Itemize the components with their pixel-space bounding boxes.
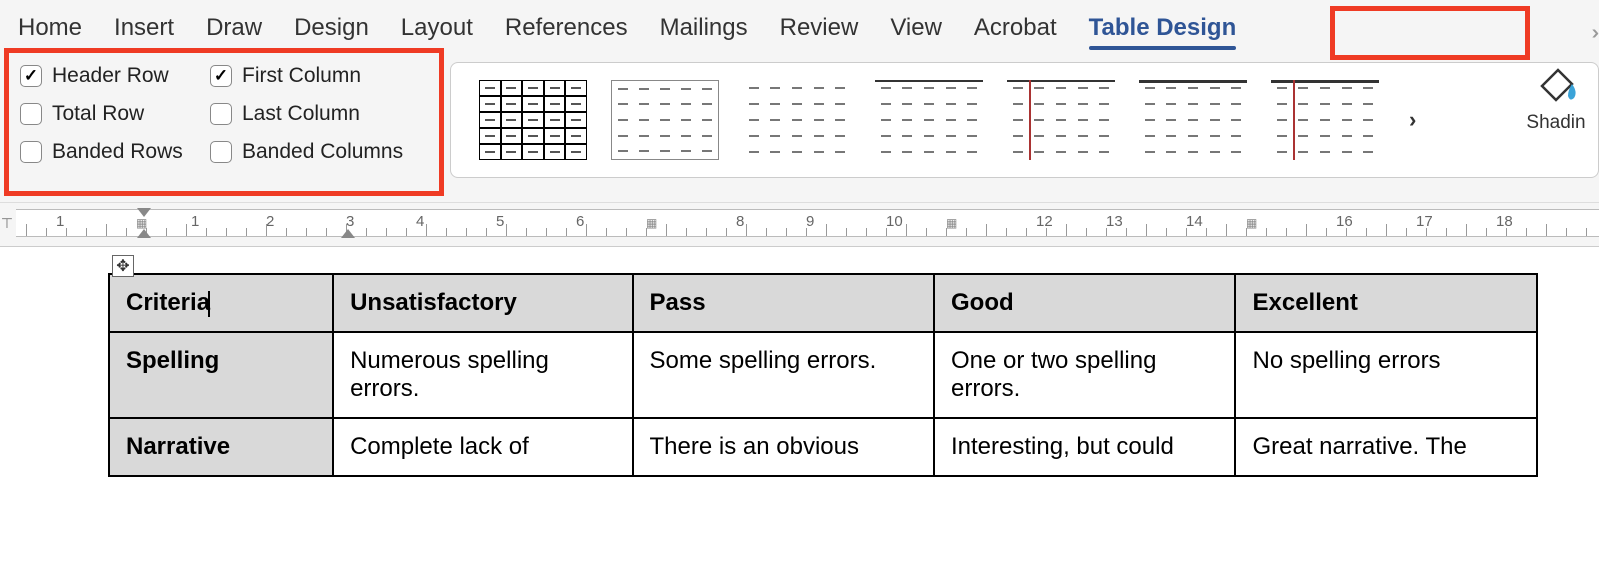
checkbox-total-row[interactable]: Total Row — [20, 102, 210, 126]
ruler-number: 1 — [56, 213, 64, 230]
ruler-tab-selector[interactable]: ⊤ — [0, 209, 14, 237]
checkbox-empty-icon — [210, 103, 232, 125]
table-cell[interactable]: Interesting, but could — [934, 418, 1235, 476]
right-indent-icon[interactable] — [341, 229, 355, 238]
rubric-table[interactable]: Criteria Unsatisfactory Pass Good Excell… — [108, 273, 1538, 477]
table-styles-gallery: › — [450, 62, 1599, 178]
tab-review[interactable]: Review — [780, 14, 859, 42]
text-cursor — [208, 291, 210, 317]
table-header-row[interactable]: Criteria Unsatisfactory Pass Good Excell… — [109, 274, 1537, 332]
checkbox-label: First Column — [242, 64, 361, 88]
ruler-number: 1 — [191, 213, 199, 230]
style-thumb-plain-2[interactable] — [875, 80, 983, 160]
table-style-options-group: Header Row First Column Total Row Last C… — [0, 52, 450, 176]
column-header[interactable]: Pass — [633, 274, 934, 332]
column-header[interactable]: Unsatisfactory — [333, 274, 632, 332]
checkbox-empty-icon — [20, 103, 42, 125]
style-thumb-plain-1[interactable] — [743, 80, 851, 160]
column-marker-icon[interactable]: ▦ — [646, 216, 657, 230]
style-thumb-plain-4[interactable] — [1139, 80, 1247, 160]
ribbon-overflow-icon[interactable]: ›› — [1592, 22, 1593, 45]
checkbox-last-column[interactable]: Last Column — [210, 102, 430, 126]
table-cell[interactable]: One or two spelling errors. — [934, 332, 1235, 418]
ruler-number: 6 — [576, 213, 584, 230]
tab-home[interactable]: Home — [18, 14, 82, 42]
tab-view[interactable]: View — [890, 14, 942, 42]
ruler-area: ⊤ 11234568910121314161718▦▦▦▦ — [0, 202, 1599, 246]
checkbox-banded-columns[interactable]: Banded Columns — [210, 140, 430, 164]
ruler-number: 10 — [886, 213, 903, 230]
checkbox-first-column[interactable]: First Column — [210, 64, 430, 88]
checkbox-label: Banded Rows — [52, 140, 183, 164]
hanging-indent-icon[interactable] — [137, 229, 151, 238]
style-thumb-plain-5[interactable] — [1271, 80, 1379, 160]
ruler-number: 13 — [1106, 213, 1123, 230]
checkbox-label: Banded Columns — [242, 140, 403, 164]
table-row[interactable]: Narrative Complete lack of There is an o… — [109, 418, 1537, 476]
style-thumb-simple[interactable] — [611, 80, 719, 160]
checkbox-empty-icon — [210, 141, 232, 163]
tab-design[interactable]: Design — [294, 14, 369, 42]
ribbon-body: Header Row First Column Total Row Last C… — [0, 52, 1599, 202]
ruler-number: 18 — [1496, 213, 1513, 230]
table-cell[interactable]: Great narrative. The — [1235, 418, 1537, 476]
tab-acrobat[interactable]: Acrobat — [974, 14, 1057, 42]
table-move-handle-icon[interactable]: ✥ — [112, 255, 134, 277]
tab-layout[interactable]: Layout — [401, 14, 473, 42]
checkmark-icon — [20, 65, 42, 87]
ruler-number: 4 — [416, 213, 424, 230]
tab-mailings[interactable]: Mailings — [660, 14, 748, 42]
checkbox-header-row[interactable]: Header Row — [20, 64, 210, 88]
ruler-number: 16 — [1336, 213, 1353, 230]
checkmark-icon — [210, 65, 232, 87]
first-line-indent-icon[interactable] — [137, 208, 151, 217]
ruler-number: 5 — [496, 213, 504, 230]
row-header[interactable]: Narrative — [109, 418, 333, 476]
column-header[interactable]: Good — [934, 274, 1235, 332]
ruler-number: 8 — [736, 213, 744, 230]
tab-draw[interactable]: Draw — [206, 14, 262, 42]
column-marker-icon[interactable]: ▦ — [946, 216, 957, 230]
ruler-number: 12 — [1036, 213, 1053, 230]
tab-table-design[interactable]: Table Design — [1089, 14, 1237, 42]
ruler-number: 14 — [1186, 213, 1203, 230]
style-thumb-grid[interactable] — [479, 80, 587, 160]
table-cell[interactable]: No spelling errors — [1235, 332, 1537, 418]
checkbox-label: Header Row — [52, 64, 169, 88]
gallery-next-button[interactable]: › — [1403, 107, 1422, 133]
column-header[interactable]: Excellent — [1235, 274, 1537, 332]
ruler-number: 2 — [266, 213, 274, 230]
table-cell[interactable]: Numerous spelling errors. — [333, 332, 632, 418]
column-marker-icon[interactable]: ▦ — [136, 216, 147, 230]
horizontal-ruler[interactable]: 11234568910121314161718▦▦▦▦ — [16, 209, 1599, 237]
checkbox-label: Last Column — [242, 102, 360, 126]
ruler-number: 17 — [1416, 213, 1433, 230]
style-thumb-plain-3[interactable] — [1007, 80, 1115, 160]
checkbox-label: Total Row — [52, 102, 144, 126]
checkbox-empty-icon — [20, 141, 42, 163]
tab-insert[interactable]: Insert — [114, 14, 174, 42]
checkbox-banded-rows[interactable]: Banded Rows — [20, 140, 210, 164]
paint-bucket-icon — [1532, 62, 1580, 106]
table-cell[interactable]: There is an obvious — [633, 418, 934, 476]
document-canvas: ✥ Criteria Unsatisfactory Pass Good Exce… — [0, 246, 1599, 576]
table-cell[interactable]: Some spelling errors. — [633, 332, 934, 418]
tab-references[interactable]: References — [505, 14, 628, 42]
column-header[interactable]: Criteria — [109, 274, 333, 332]
ribbon-tabs: Home Insert Draw Design Layout Reference… — [0, 0, 1599, 52]
ruler-number: 3 — [346, 213, 354, 230]
table-cell[interactable]: Complete lack of — [333, 418, 632, 476]
column-marker-icon[interactable]: ▦ — [1246, 216, 1257, 230]
shading-group[interactable]: Shadin — [1513, 62, 1599, 134]
shading-label: Shadin — [1513, 112, 1599, 134]
table-row[interactable]: Spelling Numerous spelling errors. Some … — [109, 332, 1537, 418]
ruler-number: 9 — [806, 213, 814, 230]
row-header[interactable]: Spelling — [109, 332, 333, 418]
